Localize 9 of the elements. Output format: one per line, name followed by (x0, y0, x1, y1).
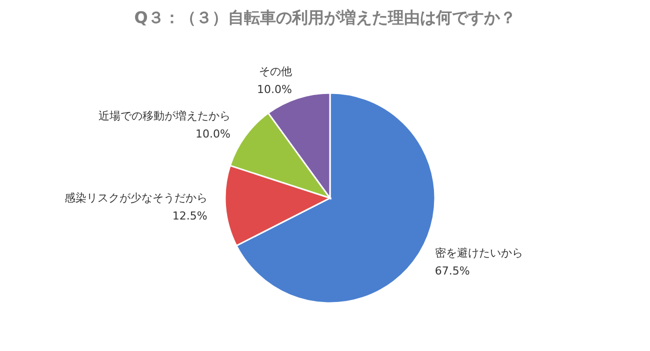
data-label: 10.0% (196, 128, 230, 141)
slice-label: その他 (258, 65, 292, 78)
slice-label: 密を避けたいから (434, 246, 523, 260)
slice-label: 近場での移動が増えたから (98, 110, 230, 123)
data-label: 10.0% (257, 83, 292, 96)
slice-label: 感染リスクが少なそうだから (64, 192, 208, 205)
data-label: 67.5% (434, 264, 470, 278)
data-label: 12.5% (172, 210, 208, 223)
chart-title: Q３：（３）自転車の利用が増えた理由は何ですか？ (134, 8, 516, 27)
